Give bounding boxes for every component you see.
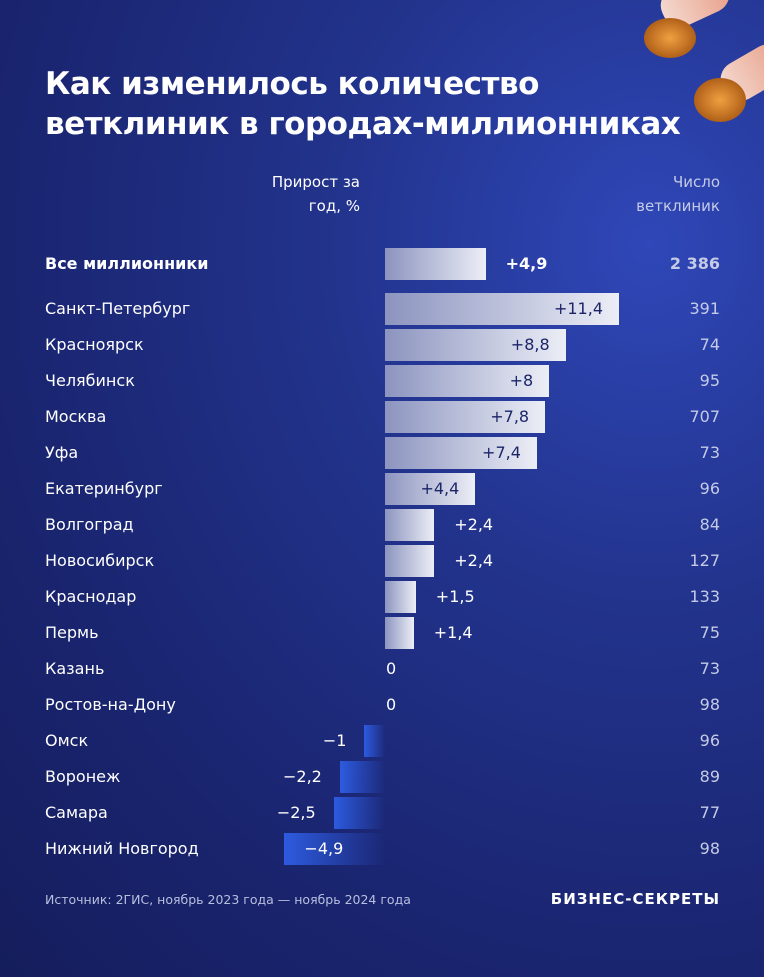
category-label: Челябинск [45, 371, 135, 390]
count-label: 74 [699, 335, 720, 354]
bar [339, 761, 385, 793]
category-label: Пермь [45, 623, 99, 642]
value-label: −4,9 [304, 839, 344, 858]
bar [385, 329, 566, 361]
column-header: Прирост за год, % [271, 173, 360, 215]
category-label: Воронеж [45, 767, 121, 786]
value-label: +2,4 [454, 515, 494, 534]
count-label: 75 [699, 623, 720, 642]
category-label: Санкт-Петербург [45, 299, 191, 318]
value-label: +4,4 [420, 479, 460, 498]
category-label: Нижний Новгород [45, 839, 199, 858]
value-label: +11,4 [553, 299, 603, 318]
value-label: 0 [386, 659, 397, 678]
value-label: +7,8 [490, 407, 530, 426]
value-label: +7,4 [482, 443, 521, 462]
bar [385, 293, 619, 325]
count-label: 98 [699, 695, 720, 714]
count-label: 73 [699, 659, 720, 678]
count-label: 96 [699, 731, 720, 750]
value-label: −2,2 [282, 767, 322, 786]
bar [385, 545, 435, 577]
column-header: Число ветклиник [636, 173, 720, 215]
count-label: 73 [699, 443, 720, 462]
brand: БИЗНЕС-СЕКРЕТЫ [550, 890, 720, 908]
bar [385, 509, 435, 541]
value-label: −1 [322, 731, 347, 750]
bar [333, 797, 385, 829]
value-label: +8,8 [510, 335, 550, 354]
category-label: Краснодар [45, 587, 137, 606]
count-label: 127 [689, 551, 720, 570]
count-label: 391 [689, 299, 720, 318]
count-label: 707 [689, 407, 720, 426]
count-label: 96 [699, 479, 720, 498]
category-label: Самара [45, 803, 108, 822]
count-label: 84 [699, 515, 720, 534]
category-label: Екатеринбург [45, 479, 163, 498]
decoration [644, 0, 764, 122]
category-label: Москва [45, 407, 107, 426]
category-label: Уфа [45, 443, 79, 462]
value-label: −2,5 [276, 803, 316, 822]
bar [385, 581, 416, 613]
source: Источник: 2ГИС, ноябрь 2023 года — ноябр… [45, 892, 411, 907]
bar [385, 473, 476, 505]
bar [284, 833, 385, 865]
bar [385, 437, 537, 469]
count-label: 89 [699, 767, 720, 786]
value-label: +1,4 [433, 623, 473, 642]
category-label: Омск [45, 731, 89, 750]
category-label: Казань [45, 659, 105, 678]
count-label: 2 386 [669, 254, 720, 273]
value-label: +2,4 [454, 551, 494, 570]
value-label: +8 [509, 371, 534, 390]
chart-title: Как изменилось количество ветклиник в го… [45, 66, 681, 142]
value-label: +1,5 [435, 587, 475, 606]
category-label: Все миллионники [45, 254, 209, 273]
value-label: +4,9 [505, 254, 548, 273]
bar [385, 617, 414, 649]
value-label: 0 [386, 695, 397, 714]
category-label: Новосибирск [45, 551, 155, 570]
bar [385, 401, 546, 433]
category-label: Волгоград [45, 515, 134, 534]
category-label: Ростов-на-Дону [45, 695, 176, 714]
bar [364, 725, 385, 757]
count-label: 98 [699, 839, 720, 858]
category-label: Красноярск [45, 335, 144, 354]
bar [385, 365, 550, 397]
count-label: 133 [689, 587, 720, 606]
count-label: 77 [699, 803, 720, 822]
bar [385, 248, 486, 280]
count-label: 95 [699, 371, 720, 390]
